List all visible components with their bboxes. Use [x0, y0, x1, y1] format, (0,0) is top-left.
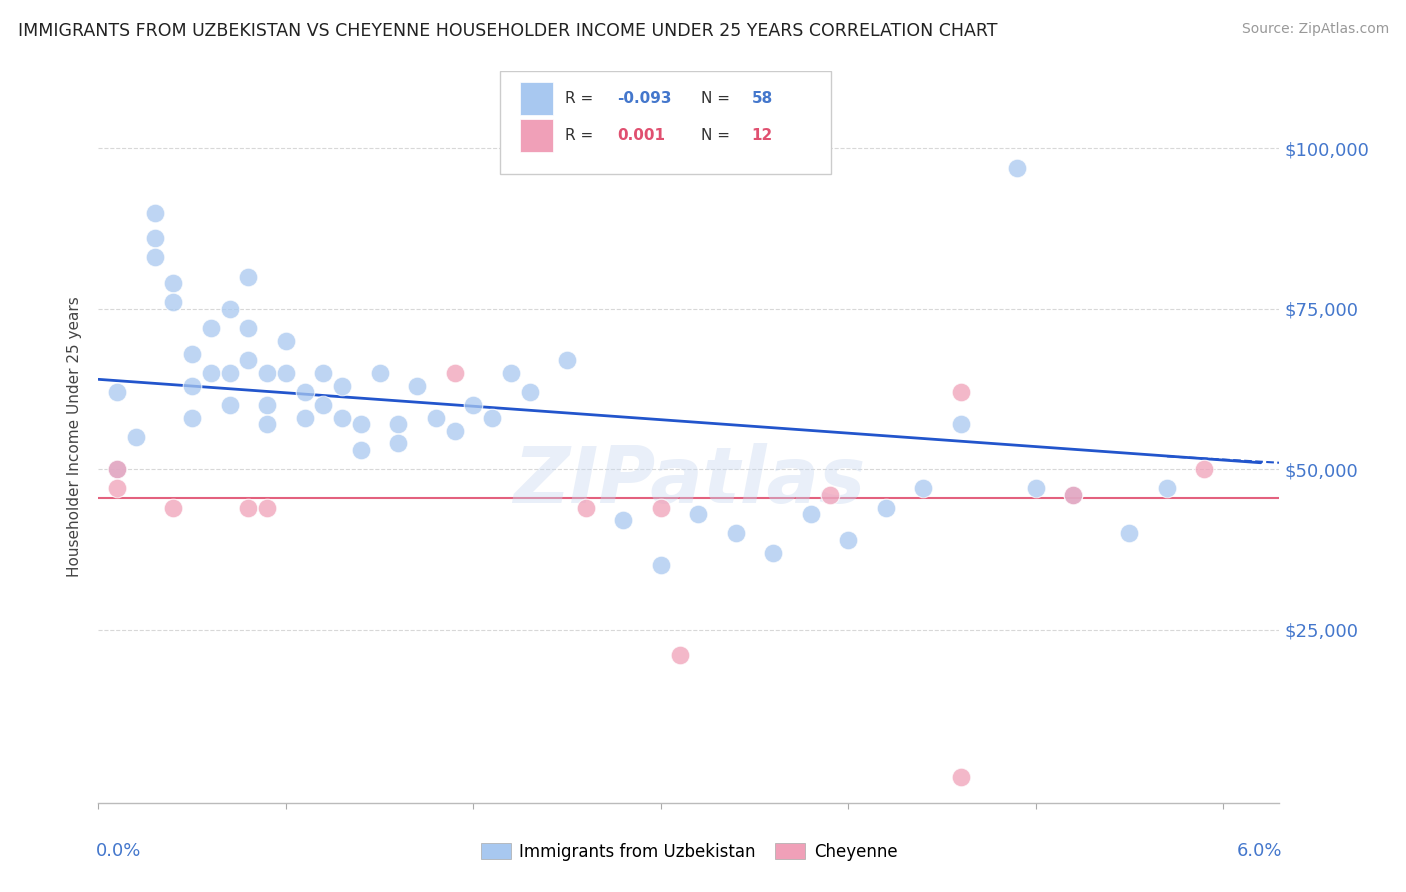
Point [294, 385, 316, 400]
FancyBboxPatch shape [520, 119, 553, 152]
Point [875, 500, 897, 515]
Text: -0.093: -0.093 [617, 91, 672, 106]
Point [949, 770, 972, 784]
Point [200, 366, 222, 380]
Point [200, 321, 222, 335]
Y-axis label: Householder Income Under 25 years: Householder Income Under 25 years [67, 297, 83, 577]
Point [463, 398, 485, 412]
Point [162, 295, 184, 310]
Point [519, 385, 541, 400]
Text: Source: ZipAtlas.com: Source: ZipAtlas.com [1241, 22, 1389, 37]
Text: N =: N = [700, 91, 734, 106]
Text: 0.001: 0.001 [617, 128, 665, 143]
Point [125, 430, 148, 444]
Point [650, 500, 672, 515]
Point [949, 385, 972, 400]
Point [949, 417, 972, 432]
Point [368, 366, 391, 380]
Point [443, 366, 465, 380]
Text: 12: 12 [752, 128, 773, 143]
Point [330, 378, 353, 392]
Point [256, 417, 278, 432]
Point [1118, 526, 1140, 541]
Point [762, 545, 785, 559]
Point [238, 321, 260, 335]
Legend: Immigrants from Uzbekistan, Cheyenne: Immigrants from Uzbekistan, Cheyenne [474, 837, 904, 868]
Point [650, 558, 672, 573]
Point [218, 398, 240, 412]
Text: R =: R = [565, 128, 598, 143]
FancyBboxPatch shape [501, 71, 831, 174]
Point [668, 648, 690, 663]
FancyBboxPatch shape [520, 82, 553, 115]
Point [238, 269, 260, 284]
Point [575, 500, 598, 515]
Point [387, 436, 409, 450]
Point [238, 353, 260, 368]
Point [555, 353, 578, 368]
Point [612, 514, 634, 528]
Point [425, 410, 447, 425]
Point [1005, 161, 1028, 175]
Text: ZIPatlas: ZIPatlas [513, 443, 865, 519]
Point [218, 366, 240, 380]
Text: R =: R = [565, 91, 598, 106]
Point [912, 482, 935, 496]
Point [274, 334, 297, 348]
Point [387, 417, 409, 432]
Point [1194, 462, 1216, 476]
Point [499, 366, 522, 380]
Point [312, 366, 335, 380]
Point [443, 424, 465, 438]
Point [312, 398, 335, 412]
Point [105, 482, 128, 496]
Point [330, 410, 353, 425]
Point [143, 205, 166, 219]
Point [256, 500, 278, 515]
Text: 0.0%: 0.0% [96, 842, 141, 860]
Point [294, 410, 316, 425]
Point [256, 366, 278, 380]
Point [1062, 488, 1084, 502]
Point [105, 385, 128, 400]
Point [105, 462, 128, 476]
Point [218, 301, 240, 316]
Point [688, 507, 710, 521]
Point [818, 488, 841, 502]
Point [143, 231, 166, 245]
Point [1062, 488, 1084, 502]
Point [350, 442, 373, 457]
Text: 58: 58 [752, 91, 773, 106]
Point [350, 417, 373, 432]
Point [837, 533, 859, 547]
Point [481, 410, 503, 425]
Point [406, 378, 429, 392]
Point [181, 346, 204, 360]
Point [181, 378, 204, 392]
Point [162, 500, 184, 515]
Point [1156, 482, 1178, 496]
Point [724, 526, 747, 541]
Point [256, 398, 278, 412]
Point [800, 507, 823, 521]
Point [1025, 482, 1047, 496]
Text: N =: N = [700, 128, 734, 143]
Point [181, 410, 204, 425]
Point [162, 276, 184, 290]
Text: 6.0%: 6.0% [1237, 842, 1282, 860]
Point [105, 462, 128, 476]
Text: IMMIGRANTS FROM UZBEKISTAN VS CHEYENNE HOUSEHOLDER INCOME UNDER 25 YEARS CORRELA: IMMIGRANTS FROM UZBEKISTAN VS CHEYENNE H… [18, 22, 998, 40]
Point [143, 251, 166, 265]
Point [238, 500, 260, 515]
Point [274, 366, 297, 380]
